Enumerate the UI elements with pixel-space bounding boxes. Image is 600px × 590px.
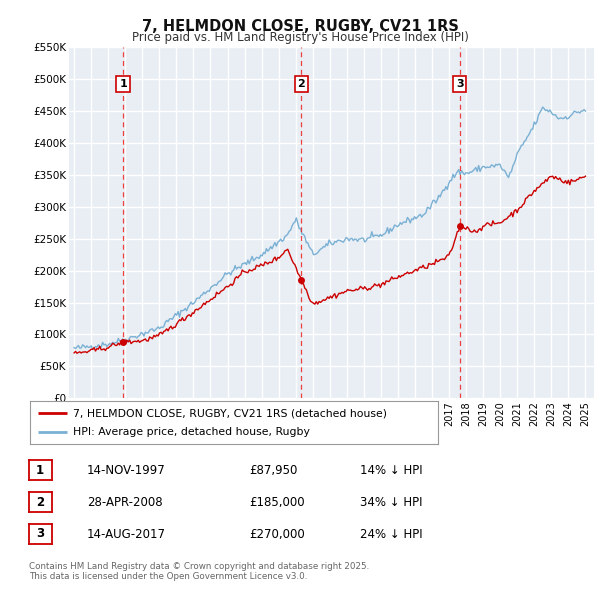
Text: 14% ↓ HPI: 14% ↓ HPI [360,464,422,477]
Text: 24% ↓ HPI: 24% ↓ HPI [360,528,422,541]
Text: 2: 2 [36,496,44,509]
Text: 28-APR-2008: 28-APR-2008 [87,496,163,509]
Text: 2: 2 [298,79,305,89]
Text: 7, HELMDON CLOSE, RUGBY, CV21 1RS: 7, HELMDON CLOSE, RUGBY, CV21 1RS [142,19,458,34]
Text: £87,950: £87,950 [249,464,298,477]
Text: 34% ↓ HPI: 34% ↓ HPI [360,496,422,509]
Text: 3: 3 [456,79,464,89]
Text: £270,000: £270,000 [249,528,305,541]
Text: HPI: Average price, detached house, Rugby: HPI: Average price, detached house, Rugb… [73,427,310,437]
Text: 1: 1 [119,79,127,89]
Text: 14-NOV-1997: 14-NOV-1997 [87,464,166,477]
Text: 7, HELMDON CLOSE, RUGBY, CV21 1RS (detached house): 7, HELMDON CLOSE, RUGBY, CV21 1RS (detac… [73,408,387,418]
Text: Price paid vs. HM Land Registry's House Price Index (HPI): Price paid vs. HM Land Registry's House … [131,31,469,44]
Text: Contains HM Land Registry data © Crown copyright and database right 2025.
This d: Contains HM Land Registry data © Crown c… [29,562,369,581]
Text: 14-AUG-2017: 14-AUG-2017 [87,528,166,541]
Text: 1: 1 [36,464,44,477]
Text: 3: 3 [36,527,44,540]
Text: £185,000: £185,000 [249,496,305,509]
